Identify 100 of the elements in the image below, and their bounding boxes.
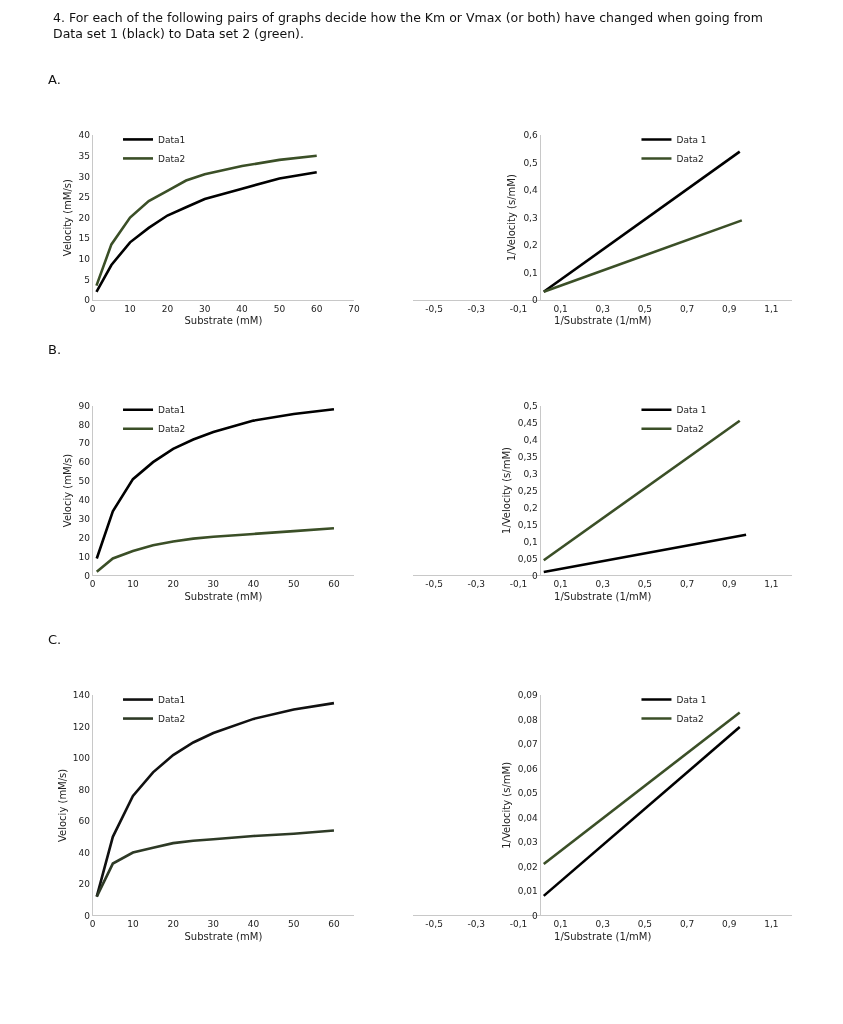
x-tick-label: 10: [127, 919, 139, 930]
y-tick-label: 0,08: [517, 714, 538, 725]
y-tick-label: 15: [78, 233, 90, 244]
legend-label: Data1: [158, 134, 186, 145]
legend-label: Data1: [158, 405, 186, 416]
y-tick-label: 0,5: [523, 157, 538, 168]
text: 4. For each of the following pairs of graphs decide how the Km or Vmax (or both) have changed when going from Data set 1 (black) to Data set 2 (green).: [53, 10, 763, 42]
y-tick-label: 0,4: [523, 185, 538, 196]
y-tick-label: 140: [72, 690, 91, 701]
y-tick-label: 25: [78, 192, 90, 203]
x-tick-label: 0,3: [595, 303, 610, 314]
line-series: [95, 829, 336, 898]
y-tick-label: 0,1: [523, 536, 538, 547]
y-tick-label: 0,09: [517, 690, 538, 701]
x-tick-label: 0,3: [595, 919, 610, 930]
x-tick-label: 1,1: [764, 579, 779, 590]
y-tick-label: 40: [78, 130, 91, 141]
x-tick-label: 40: [236, 303, 249, 314]
y-tick-label: 0,5: [523, 400, 538, 411]
y-tick-label: 60: [78, 816, 91, 827]
y-tick-label: 50: [78, 476, 91, 487]
x-tick-label: 0,9: [722, 919, 737, 930]
y-tick-label: 5: [84, 274, 90, 285]
x-tick-label: 0,5: [637, 919, 653, 930]
x-tick-label: -0,3: [467, 919, 486, 930]
y-tick-label: 0,05: [517, 553, 538, 564]
x-axis-title: 1/Substrate (1/mM): [554, 590, 652, 602]
x-tick-label: 0,5: [637, 303, 653, 314]
y-tick-label: 0: [531, 910, 538, 921]
y-tick-label: 30: [78, 513, 91, 524]
x-tick-label: 1,1: [764, 919, 779, 930]
y-tick-label: 0,3: [523, 212, 538, 223]
x-tick-label: 70: [348, 303, 361, 314]
y-tick-label: 0: [84, 295, 91, 306]
y-tick-label: 40: [78, 847, 91, 858]
y-tick-label: 0,02: [517, 861, 538, 872]
y-tick-label: 30: [78, 171, 91, 182]
x-axis-title: 1/Substrate (1/mM): [554, 930, 652, 942]
legend-label: Data 1: [676, 405, 707, 416]
x-tick-label: -0,3: [467, 303, 486, 314]
x-tick-label: 50: [288, 579, 300, 590]
x-tick-label: 0,7: [679, 303, 695, 314]
legend-label: Data2: [158, 714, 186, 725]
y-tick-label: 100: [72, 753, 91, 764]
legend-label: Data 1: [676, 695, 707, 706]
legend-label: Data2: [676, 714, 704, 725]
x-axis-title: Substrate (mM): [184, 930, 263, 942]
chart-title: A.: [48, 72, 61, 87]
x-tick-label: -0,1: [509, 919, 528, 930]
legend-label: Data2: [158, 424, 186, 435]
line-series: [95, 170, 319, 294]
x-tick-label: 20: [161, 303, 174, 314]
y-tick-label: 0,1: [523, 267, 538, 278]
x-tick-label: -0,5: [425, 919, 443, 930]
y-tick-label: 0,05: [517, 788, 538, 799]
chart-title: B.: [48, 342, 62, 357]
x-tick-label: 0,7: [679, 919, 695, 930]
y-tick-label: 40: [78, 495, 91, 506]
y-tick-label: 10: [78, 551, 91, 562]
x-tick-label: -0,5: [425, 303, 443, 314]
legend-label: Data2: [676, 153, 704, 164]
x-tick-label: 30: [199, 303, 211, 314]
y-tick-label: 0,2: [523, 240, 538, 251]
x-axis-title: Substrate (mM): [184, 590, 263, 602]
y-tick-label: 90: [78, 400, 91, 411]
y-tick-label: 0: [84, 570, 91, 581]
x-axis-title: Substrate (mM): [184, 315, 263, 327]
x-tick-label: 0,1: [553, 579, 568, 590]
x-tick-label: 0,7: [679, 579, 695, 590]
y-axis-title: Velociy (mM/s): [62, 453, 74, 528]
y-tick-label: 20: [78, 212, 91, 223]
y-tick-label: 35: [78, 150, 90, 161]
x-tick-label: 60: [328, 579, 340, 590]
x-tick-label: -0,1: [509, 303, 528, 314]
x-tick-label: -0,3: [467, 579, 486, 590]
x-tick-label: 0,1: [553, 919, 568, 930]
line-series: [95, 407, 336, 560]
legend-label: Data2: [676, 424, 704, 435]
y-tick-label: 80: [78, 419, 91, 430]
x-tick-label: -0,1: [509, 579, 528, 590]
x-tick-label: 40: [247, 579, 260, 590]
x-tick-label: 10: [127, 579, 139, 590]
y-tick-label: 0: [531, 570, 538, 581]
x-tick-label: 0,9: [722, 579, 737, 590]
x-tick-label: 0,3: [595, 579, 610, 590]
legend-label: Data1: [158, 695, 186, 706]
y-axis-title: Velocity (mM/s): [62, 178, 74, 257]
x-tick-label: 20: [167, 919, 180, 930]
line-series: [95, 526, 336, 574]
y-tick-label: 0,4: [523, 434, 538, 445]
y-tick-label: 120: [72, 721, 91, 732]
x-tick-label: 20: [167, 579, 180, 590]
x-tick-label: 0,5: [637, 579, 653, 590]
x-tick-label: 30: [207, 579, 220, 590]
legend-label: Data2: [158, 153, 186, 164]
y-tick-label: 0,04: [517, 812, 538, 823]
x-tick-label: 60: [328, 919, 340, 930]
x-tick-label: 0,9: [722, 303, 737, 314]
x-tick-label: 0,1: [553, 303, 568, 314]
x-tick-label: 50: [273, 303, 286, 314]
